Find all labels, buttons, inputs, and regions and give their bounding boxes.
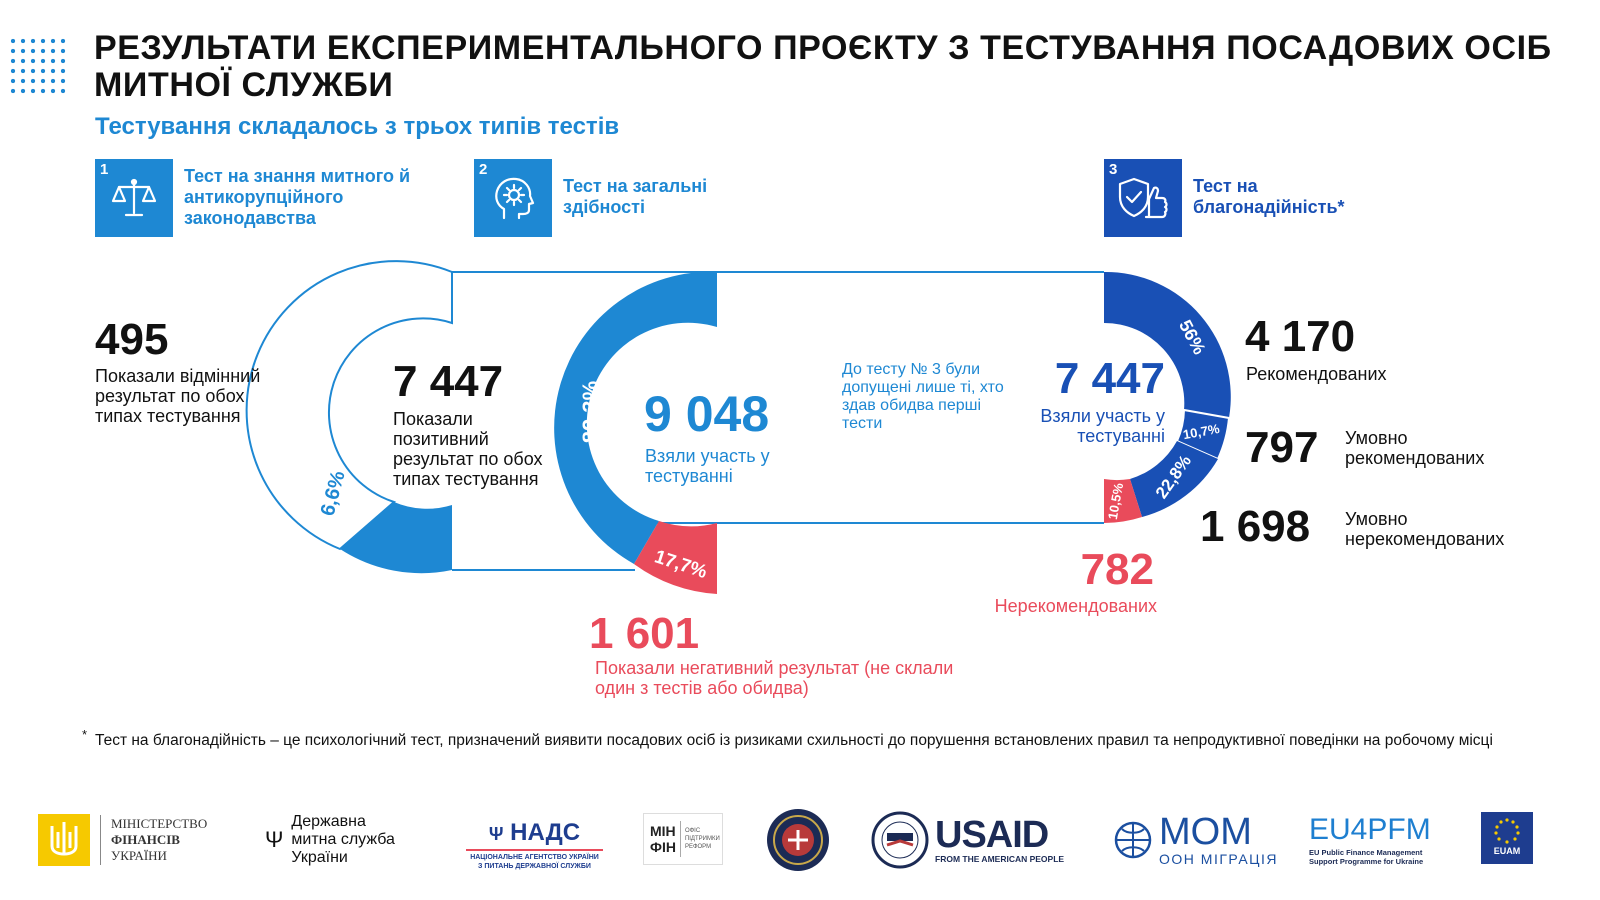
conditional-label: Умовно рекомендованих [1345, 428, 1485, 468]
test-3-number: 3 [1109, 161, 1118, 178]
test3-participants-number: 7 447 [1054, 354, 1165, 403]
logo-eu4pfm: EU4PFM EU Public Finance Management Supp… [1309, 813, 1449, 867]
eu4pfm-line-1: EU Public Finance Management [1309, 848, 1423, 857]
pct-conditional: 10,7% [1182, 421, 1221, 442]
un-globe-icon [1114, 821, 1152, 859]
page-title: РЕЗУЛЬТАТИ ЕКСПЕРИМЕНТАЛЬНОГО ПРОЄКТУ З … [94, 29, 1552, 104]
logo-minfin: МІНІСТЕРСТВО ФІНАНСІВ УКРАЇНИ [38, 808, 228, 872]
logo-euam: EUAM [1481, 812, 1533, 864]
footnote-star: * [82, 727, 88, 742]
pct-excellent: 6,6% [317, 468, 350, 518]
test-1-box: 1 [95, 159, 173, 237]
page-subtitle: Тестування складалось з трьох типів тест… [95, 113, 620, 140]
minfin-line-1: МІНІСТЕРСТВО [111, 816, 208, 831]
test-2-number: 2 [479, 161, 488, 178]
head-gear-icon [495, 177, 535, 220]
participants-text: Взяли участь у тестуванні [645, 446, 770, 486]
left-arc-segment-excellent [340, 502, 452, 574]
iom-name: МОМ [1159, 811, 1252, 853]
center-arc-passed [554, 271, 717, 564]
scales-icon [111, 178, 157, 217]
footnote-text: Тест на благонадійність – це психологічн… [95, 732, 1493, 749]
admission-note: До тесту № 3 були допущені лише ті, хто … [842, 361, 1004, 432]
recommended-number: 4 170 [1245, 312, 1356, 361]
eu-stars-icon [1494, 818, 1520, 844]
office-s2: ПІДТРИМКИ [684, 836, 720, 842]
customs-line-2: митна служба [291, 831, 395, 848]
eu4pfm-line-2: Support Programme for Ukraine [1309, 857, 1424, 866]
center-arc-failed [634, 521, 717, 594]
seal-logo-icon [767, 809, 829, 871]
conditional-not-number: 1 698 [1200, 502, 1311, 551]
nads-line-1: НАЦІОНАЛЬНЕ АГЕНТСТВО УКРАЇНИ [470, 854, 599, 861]
nads-name: НАДС [510, 819, 581, 846]
positive-text: Показали позитивний результат по обох ти… [393, 409, 543, 489]
negative-text: Показали негативний результат (не склали… [595, 658, 954, 698]
right-arc-not-recommended [1104, 479, 1142, 523]
logo-iom: МОМ ООН МІГРАЦІЯ [1113, 808, 1278, 872]
logo-usaid: USAID FROM THE AMERICAN PEOPLE [871, 808, 1071, 872]
minfin-line-2: ФІНАНСІВ [111, 832, 180, 847]
iom-tag: ООН МІГРАЦІЯ [1159, 851, 1279, 867]
pct-passed: 82,3% [578, 381, 603, 443]
customs-line-1: Державна [291, 813, 366, 830]
test-1-label: Тест на знання митного й антикорупційног… [184, 166, 411, 228]
office-s3: РЕФОРМ [684, 844, 712, 850]
shield-thumb-icon [1118, 177, 1168, 219]
excellent-number: 495 [95, 315, 169, 364]
office-t1: МІН [650, 823, 676, 839]
minfin-line-3: УКРАЇНИ [111, 848, 167, 863]
dots-decoration [8, 36, 70, 96]
not-recommended-number: 782 [1080, 545, 1154, 594]
right-arc-recommended [1104, 271, 1231, 418]
nads-line-2: З ПИТАНЬ ДЕРЖАВНОЇ СЛУЖБИ [478, 863, 591, 870]
euam-name: EUAM [1493, 846, 1521, 856]
small-trident-icon: Ψ [265, 827, 284, 852]
eu4pfm-name: EU4PFM [1309, 813, 1431, 846]
negative-number: 1 601 [589, 609, 700, 658]
test3-participants-text: Взяли участь у тестуванні [1040, 406, 1165, 446]
test-3-label: Тест на благонадійність* [1193, 176, 1345, 217]
pct-not-recommended: 10,5% [1105, 481, 1126, 520]
left-arc-outline [245, 260, 453, 551]
conditional-not-label: Умовно нерекомендованих [1345, 509, 1505, 549]
usaid-tag: FROM THE AMERICAN PEOPLE [935, 854, 1065, 864]
customs-line-3: України [291, 849, 348, 866]
logo-customs: Ψ Державна митна служба України [265, 808, 425, 872]
not-recommended-label: Нерекомендованих [994, 596, 1157, 616]
conditional-number: 797 [1245, 423, 1319, 472]
logo-minfin-office: МІН ФІН ОФІС ПІДТРИМКИ РЕФОРМ [643, 813, 723, 865]
usaid-name: USAID [935, 814, 1049, 856]
participants-number: 9 048 [644, 386, 770, 442]
office-s1: ОФІС [684, 828, 701, 834]
usaid-seal-icon [871, 811, 929, 869]
logo-nads: Ψ НАДС НАЦІОНАЛЬНЕ АГЕНТСТВО УКРАЇНИ З П… [462, 820, 607, 871]
recommended-label: Рекомендованих [1246, 364, 1387, 384]
office-t2: ФІН [650, 839, 676, 855]
nads-trident-icon: Ψ [488, 824, 504, 844]
test-1-number: 1 [100, 161, 109, 178]
trident-logo-icon [38, 814, 90, 866]
right-arc-conditional-not [1130, 441, 1218, 517]
test-2-box: 2 [474, 159, 552, 237]
excellent-text: Показали відмінний результат по обох тип… [95, 366, 261, 426]
test-3-box: 3 [1104, 159, 1182, 237]
positive-number: 7 447 [393, 357, 504, 406]
test-2-label: Тест на загальні здібності [563, 176, 708, 217]
